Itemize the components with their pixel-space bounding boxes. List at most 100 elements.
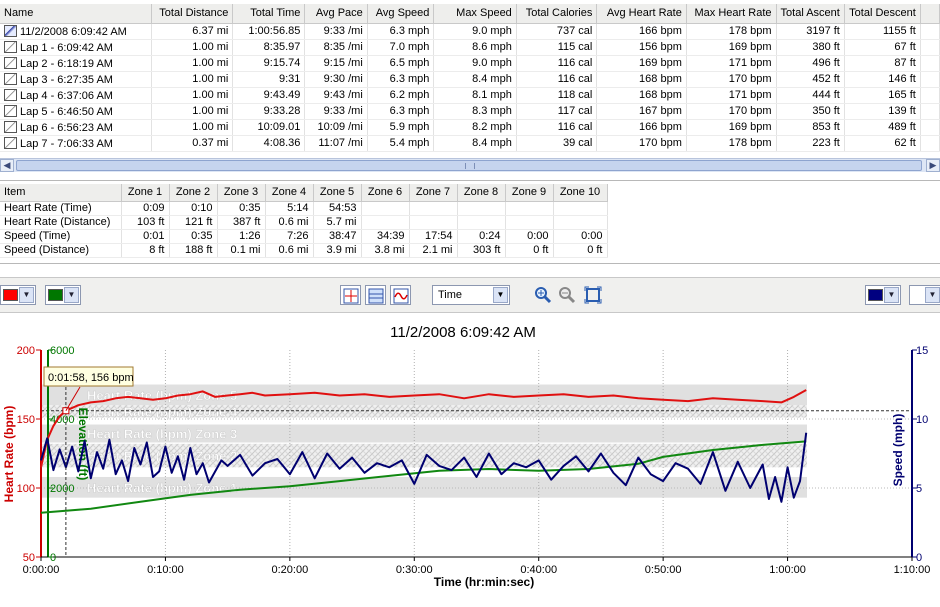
column-header[interactable]: Total Ascent bbox=[776, 4, 845, 24]
zone-cell: 387 ft bbox=[217, 215, 266, 230]
lap-row[interactable]: Lap 2 - 6:18:19 AM 1.00 mi 9:15.74 9:15 /mi… bbox=[0, 55, 940, 72]
fit-to-window-icon bbox=[584, 286, 602, 304]
lap-row[interactable]: Lap 5 - 6:46:50 AM 1.00 mi 9:33.28 9:33 /mi… bbox=[0, 103, 940, 120]
lap-cell: 11:07 /mi bbox=[304, 135, 368, 152]
lap-name-cell[interactable]: Lap 1 - 6:09:42 AM bbox=[0, 39, 152, 56]
lap-name-cell[interactable]: Lap 6 - 6:56:23 AM bbox=[0, 119, 152, 136]
column-header[interactable]: Total Time bbox=[232, 4, 306, 24]
chevron-down-icon[interactable]: ▼ bbox=[884, 287, 899, 303]
zone-column-header[interactable]: Zone 9 bbox=[505, 184, 554, 202]
lap-cell: 1155 ft bbox=[844, 23, 921, 40]
scrollbar-thumb[interactable] bbox=[16, 160, 922, 171]
zone-column-header[interactable]: Zone 2 bbox=[169, 184, 218, 202]
column-header[interactable]: Total Distance bbox=[151, 4, 234, 24]
zone-cell: 3.9 mi bbox=[313, 243, 362, 258]
tooltip-leader bbox=[65, 386, 81, 411]
lap-name-cell[interactable]: 11/2/2008 6:09:42 AM bbox=[0, 23, 152, 40]
column-header[interactable]: Name bbox=[0, 4, 152, 24]
lap-cell: 1.00 mi bbox=[151, 39, 234, 56]
lap-cell: 168 bpm bbox=[596, 87, 687, 104]
lap-row[interactable]: Lap 3 - 6:27:35 AM 1.00 mi 9:31 9:30 /mi 6.3… bbox=[0, 71, 940, 88]
lap-cell: 1.00 mi bbox=[151, 71, 234, 88]
lap-row[interactable]: Lap 1 - 6:09:42 AM 1.00 mi 8:35.97 8:35 /mi… bbox=[0, 39, 940, 56]
lap-cell: 168 bpm bbox=[596, 71, 687, 88]
horizontal-scrollbar[interactable]: ◀ ▶ bbox=[0, 158, 940, 172]
lap-name-cell[interactable]: Lap 4 - 6:37:06 AM bbox=[0, 87, 152, 104]
laps-table: Name Total Distance Total Time Avg Pace Avg … bbox=[0, 4, 940, 152]
x-tick-label: 1:10:00 bbox=[894, 564, 931, 576]
lap-cell-spacer bbox=[920, 87, 940, 104]
column-header[interactable]: Avg Heart Rate bbox=[596, 4, 687, 24]
activity-chart[interactable]: 11/2/2008 6:09:42 AM Heart Rate (bpm) Zon… bbox=[0, 316, 940, 604]
chevron-down-icon[interactable]: ▼ bbox=[925, 287, 940, 303]
zone-row: Heart Rate (Time) 0:09 0:10 0:35 5:14 54:53 bbox=[0, 201, 608, 216]
x-axis-mode-select[interactable]: Time ▼ bbox=[432, 285, 510, 305]
column-header[interactable] bbox=[920, 4, 940, 24]
smoothing-button[interactable] bbox=[390, 285, 411, 305]
scroll-left-button[interactable]: ◀ bbox=[0, 159, 14, 172]
zone-column-header[interactable]: Zone 8 bbox=[457, 184, 506, 202]
column-header[interactable]: Total Descent bbox=[844, 4, 921, 24]
left-axis-color-picker[interactable]: ▼ bbox=[0, 285, 36, 305]
zone-row: Heart Rate (Distance) 103 ft 121 ft 387 ft 0… bbox=[0, 215, 608, 230]
lap-cell: 5.9 mph bbox=[367, 119, 435, 136]
column-header[interactable]: Total Calories bbox=[516, 4, 598, 24]
zone-column-header[interactable]: Zone 7 bbox=[409, 184, 458, 202]
zone-cell: 0 ft bbox=[505, 243, 554, 258]
zone-column-header[interactable]: Zone 3 bbox=[217, 184, 266, 202]
lap-cell: 8.6 mph bbox=[433, 39, 517, 56]
zone-band bbox=[41, 405, 807, 418]
lap-cell: 1:00:56.85 bbox=[232, 23, 306, 40]
zone-column-header[interactable]: Zone 1 bbox=[121, 184, 170, 202]
column-header[interactable]: Max Speed bbox=[433, 4, 517, 24]
zone-column-header[interactable]: Item bbox=[0, 184, 122, 202]
zone-column-header[interactable]: Zone 6 bbox=[361, 184, 410, 202]
scroll-right-button[interactable]: ▶ bbox=[926, 159, 940, 172]
zone-column-header[interactable]: Zone 10 bbox=[553, 184, 608, 202]
column-header[interactable]: Max Heart Rate bbox=[686, 4, 777, 24]
lap-cell: 170 bpm bbox=[686, 103, 777, 120]
lap-name-cell[interactable]: Lap 3 - 6:27:35 AM bbox=[0, 71, 152, 88]
tooltip-box bbox=[43, 366, 134, 387]
lap-row[interactable]: Lap 4 - 6:37:06 AM 1.00 mi 9:43.49 9:43 /mi… bbox=[0, 87, 940, 104]
zoom-out-button[interactable] bbox=[558, 286, 576, 304]
zones-button[interactable] bbox=[365, 285, 386, 305]
extra-axis-color-picker[interactable]: ▼ bbox=[909, 285, 940, 305]
zone-cell bbox=[409, 215, 458, 230]
zone-band-label: Heart Rate (bpm) Zone 3 bbox=[87, 426, 237, 441]
chart-toolbar: ▼ ▼ Time ▼ ▼ ▼ bbox=[0, 277, 940, 313]
zone-column-header[interactable]: Zone 5 bbox=[313, 184, 362, 202]
lap-row[interactable]: Lap 7 - 7:06:33 AM 0.37 mi 4:08.36 11:07 /m… bbox=[0, 135, 940, 152]
zone-cell: 121 ft bbox=[169, 215, 218, 230]
lap-cell: 116 cal bbox=[516, 71, 598, 88]
zone-band bbox=[41, 476, 807, 498]
elevation-tick-label: 0 bbox=[50, 552, 56, 564]
lap-cell: 8:35 /mi bbox=[304, 39, 368, 56]
lap-name-cell[interactable]: Lap 5 - 6:46:50 AM bbox=[0, 103, 152, 120]
lap-cell: 496 ft bbox=[776, 55, 845, 72]
chart-svg[interactable]: 11/2/2008 6:09:42 AM Heart Rate (bpm) Zon… bbox=[0, 316, 940, 604]
zone-cell: 34:39 bbox=[361, 229, 410, 244]
zone-cell: 7:26 bbox=[265, 229, 314, 244]
zone-cell: 0:35 bbox=[217, 201, 266, 216]
lap-row[interactable]: Lap 6 - 6:56:23 AM 1.00 mi 10:09.01 10:09 /… bbox=[0, 119, 940, 136]
chevron-down-icon[interactable]: ▼ bbox=[493, 287, 508, 303]
zone-column-header[interactable]: Zone 4 bbox=[265, 184, 314, 202]
lap-cell-spacer bbox=[920, 23, 940, 40]
zone-cell: 0:00 bbox=[553, 229, 608, 244]
lap-name-cell[interactable]: Lap 2 - 6:18:19 AM bbox=[0, 55, 152, 72]
chevron-down-icon[interactable]: ▼ bbox=[64, 287, 79, 303]
column-header[interactable]: Avg Speed bbox=[367, 4, 435, 24]
right-axis-color-picker[interactable]: ▼ bbox=[865, 285, 901, 305]
chevron-down-icon[interactable]: ▼ bbox=[19, 287, 34, 303]
lap-cell: 9:31 bbox=[232, 71, 306, 88]
zoom-fit-button[interactable] bbox=[584, 286, 602, 304]
lap-name: Lap 2 - 6:18:19 AM bbox=[20, 57, 113, 70]
zoom-in-button[interactable] bbox=[534, 286, 552, 304]
lap-cell: 1.00 mi bbox=[151, 55, 234, 72]
lap-name-cell[interactable]: Lap 7 - 7:06:33 AM bbox=[0, 135, 152, 152]
crosshair-button[interactable] bbox=[340, 285, 361, 305]
lap-row[interactable]: 11/2/2008 6:09:42 AM 6.37 mi 1:00:56.85 9:3… bbox=[0, 23, 940, 40]
column-header[interactable]: Avg Pace bbox=[304, 4, 368, 24]
second-axis-color-picker[interactable]: ▼ bbox=[45, 285, 81, 305]
